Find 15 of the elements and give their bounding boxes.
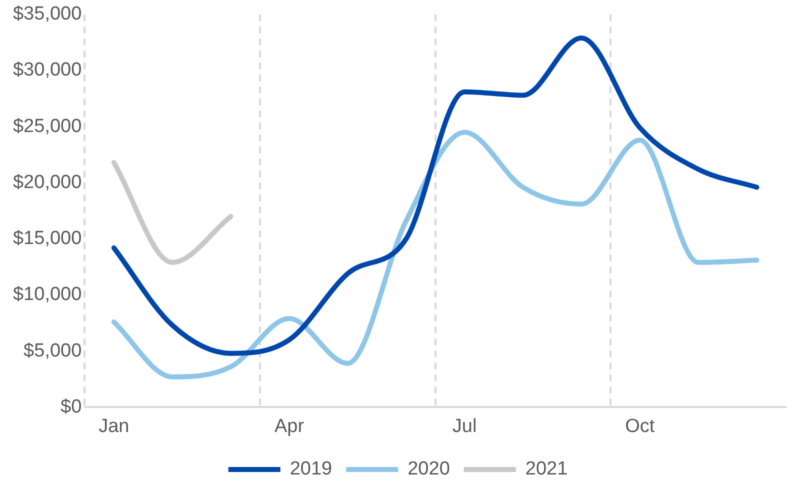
y-tick-label: $5,000 [24,340,82,362]
y-tick-label: $0 [60,396,82,418]
x-tick-label: Jan [98,416,130,437]
x-tick-label: Jul [452,416,477,437]
y-tick-label: $25,000 [12,116,82,137]
x-tick-label: Oct [625,416,656,437]
y-tick-label: $15,000 [12,228,82,250]
legend-label: 2020 [408,458,450,480]
y-tick-label: $20,000 [12,172,82,193]
legend-label: 2019 [290,458,332,480]
legend-label: 2021 [525,458,568,480]
x-tick-label: Apr [274,416,305,437]
y-tick-label: $35,000 [12,4,82,25]
y-tick-label: $10,000 [12,284,82,306]
y-tick-label: $30,000 [12,60,82,81]
